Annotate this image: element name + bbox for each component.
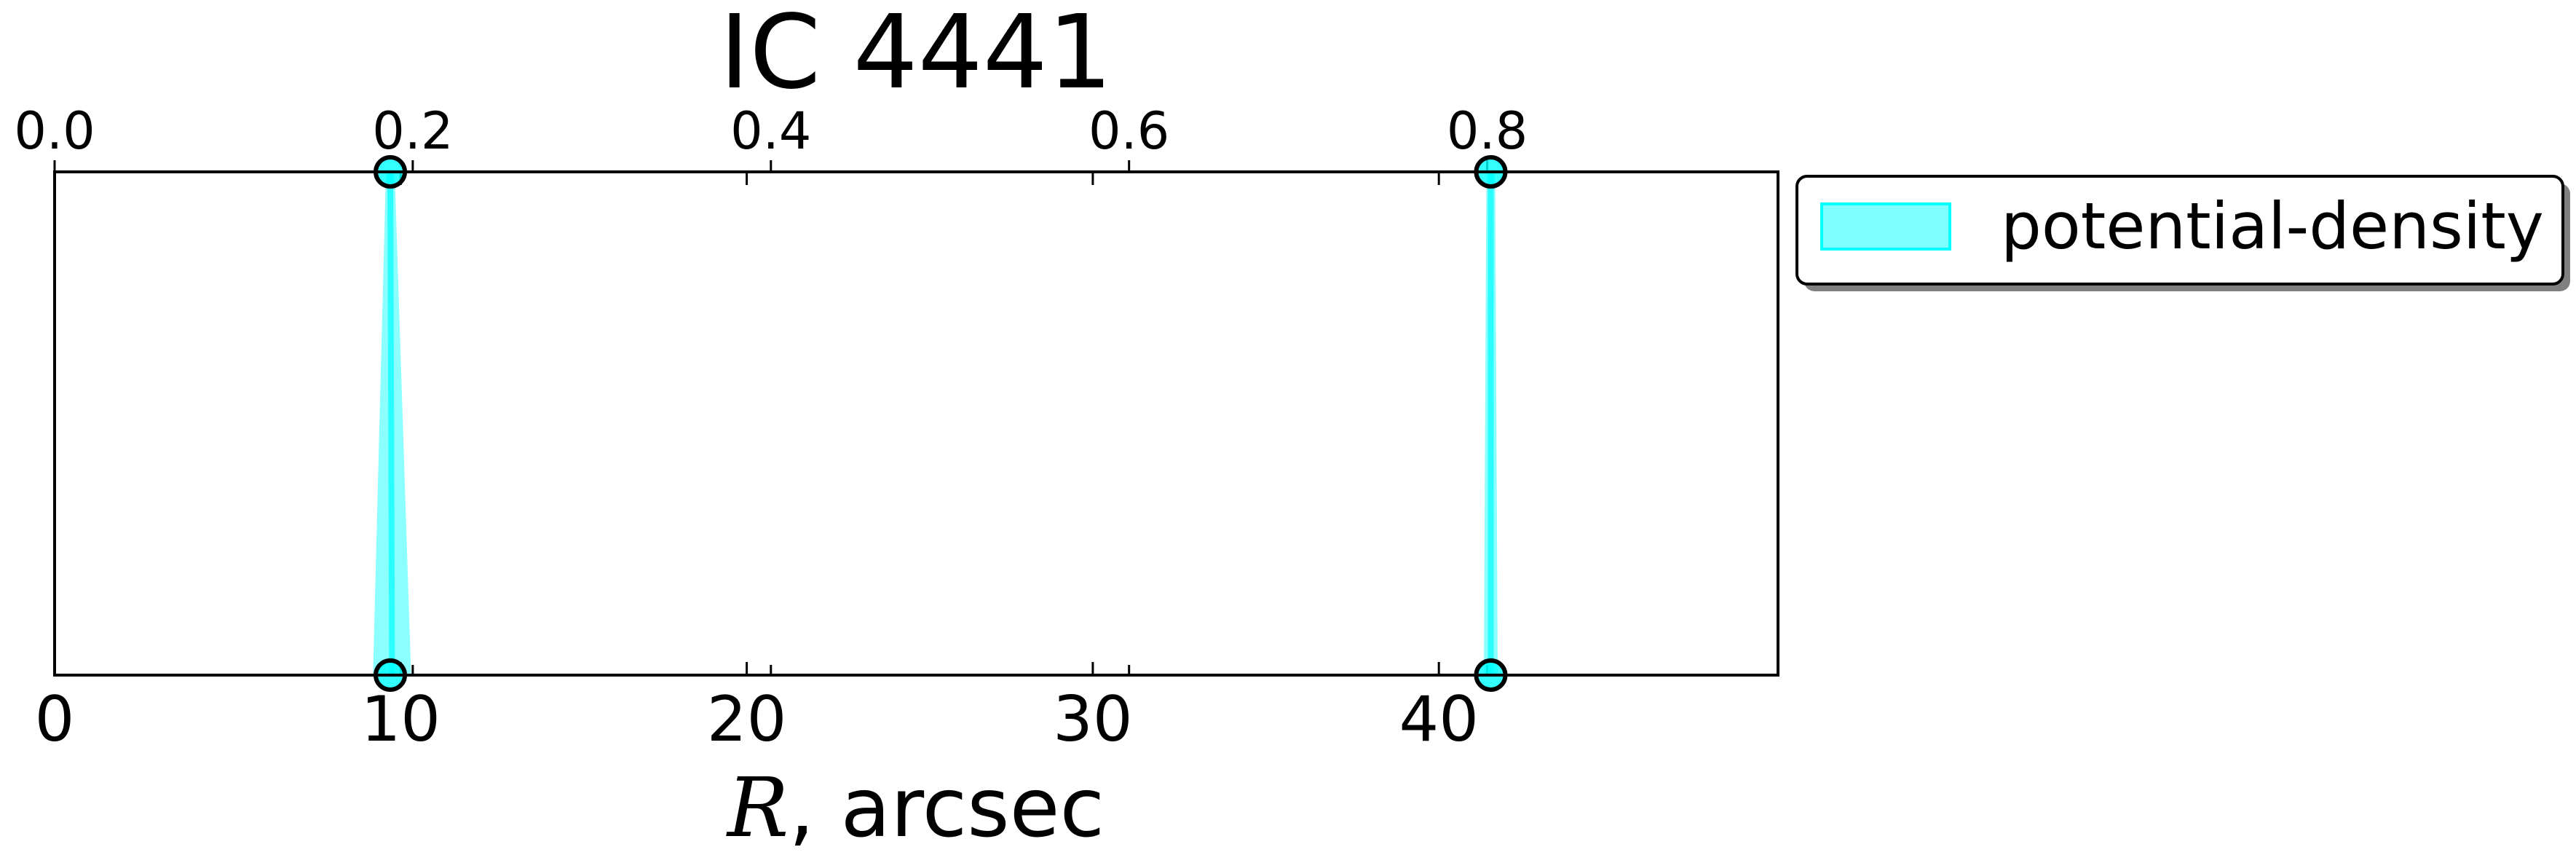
top-tick-label: 0.6 [1089,101,1169,161]
x-axis-label-unit: , arcsec [789,761,1105,856]
x-tick-label: 0 [35,683,75,756]
top-axis: 0.0 0.2 0.4 0.6 0.8 [14,101,1528,675]
top-tick-label: 0.2 [372,101,453,161]
bottom-axis: 0 10 20 30 40 [35,172,1479,756]
x-tick-label: 20 [707,683,786,756]
x-tick-label: 10 [361,683,440,756]
legend-label: potential-density [2001,189,2544,264]
plot-content [373,155,1508,692]
plot-frame [53,170,1779,677]
chart-title: IC 4441 [719,0,1113,112]
x-axis-label-symbol: R [726,761,789,856]
top-tick-label: 0.8 [1447,101,1528,161]
x-axis-label: R, arcsec [726,761,1105,856]
x-tick-label: 40 [1399,683,1478,756]
top-tick-label: 0.4 [730,101,811,161]
top-tick-label: 0.0 [14,101,95,161]
density-line [387,171,395,676]
legend: potential-density [1795,175,2570,291]
legend-box [1795,175,2564,285]
legend-swatch [1820,202,1951,251]
x-tick-label: 30 [1053,683,1132,756]
